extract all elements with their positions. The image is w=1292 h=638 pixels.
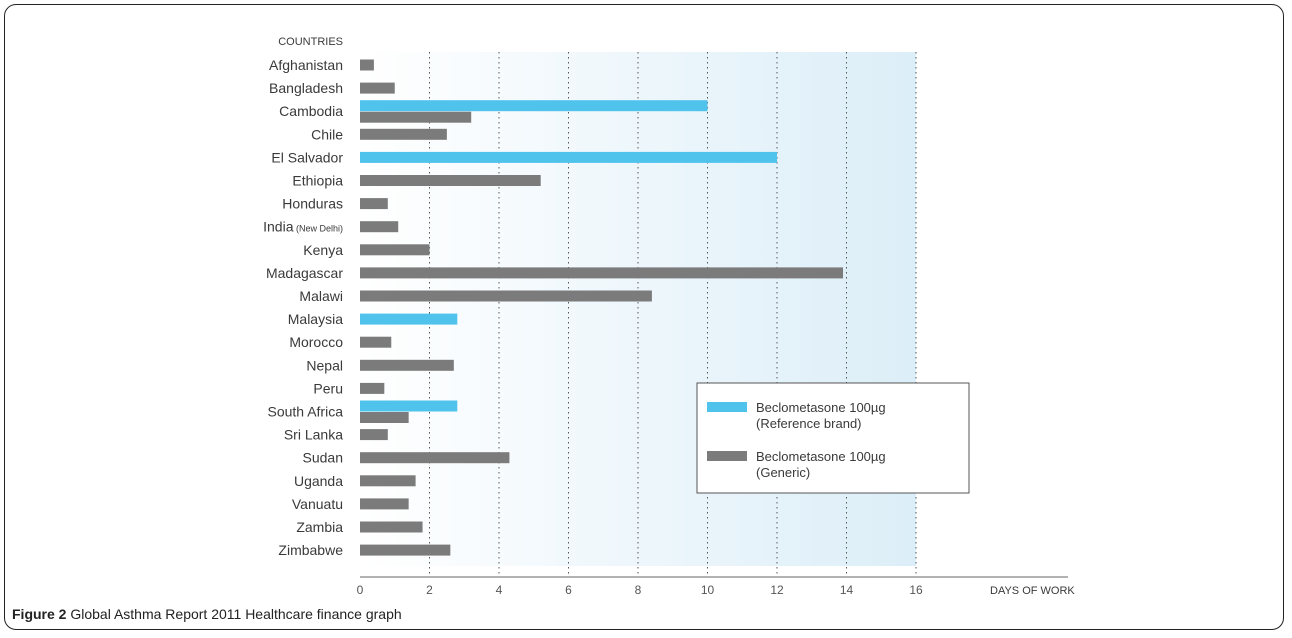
category-name: Cambodia [279,103,343,119]
legend-label-generic-line1: Beclometasone 100µg [756,449,886,464]
category-label: Malaysia [288,311,343,327]
category-name: Sri Lanka [284,427,343,443]
category-name: Honduras [282,196,343,212]
legend-box [696,382,970,494]
bar-generic [360,452,510,464]
x-tick-label: 4 [496,583,503,597]
category-suffix: (New Delhi) [293,224,343,234]
bar-reference-brand [360,151,777,163]
x-tick-label: 10 [701,583,715,597]
category-name: India [263,219,294,235]
category-label: Kenya [303,242,343,258]
x-tick-label: 6 [565,583,572,597]
category-name: Bangladesh [269,80,343,96]
category-name: Madagascar [266,265,343,281]
category-name: Chile [311,126,343,142]
bar-generic [360,521,423,533]
category-name: Peru [313,380,343,396]
category-label: Cambodia [279,103,343,119]
legend-label-generic-line2: (Generic) [756,465,810,480]
category-name: Uganda [294,473,343,489]
legend-label-reference-line1: Beclometasone 100µg [756,400,886,415]
category-label: Madagascar [266,265,343,281]
category-label: Honduras [282,196,343,212]
bar-generic [360,498,409,510]
category-label: Peru [313,380,343,396]
x-tick-label: 8 [635,583,642,597]
x-tick-label: 2 [426,583,433,597]
category-name: Zambia [296,519,343,535]
bar-generic [360,290,652,302]
bar-generic [360,111,472,123]
category-name: Kenya [303,242,343,258]
bar-generic [360,221,399,233]
bar-generic [360,475,416,487]
x-tick-label: 14 [840,583,854,597]
category-label: Zambia [296,519,343,535]
category-name: South Africa [268,404,344,420]
category-label: Afghanistan [269,57,343,73]
category-name: Morocco [289,334,343,350]
category-name: Vanuatu [292,496,343,512]
category-label: Zimbabwe [278,542,343,558]
bar-chart: Afghanistan Bangladesh Cambodia Chile El Sal… [263,36,1075,597]
category-name: Sudan [303,450,343,466]
category-label: Vanuatu [292,496,343,512]
bar-generic [360,267,844,279]
category-label: El Salvador [271,149,343,165]
category-label: India (New Delhi) [263,219,343,235]
figure-frame [4,4,1284,630]
legend-swatch-reference [707,402,747,412]
bar-reference-brand [360,100,708,112]
category-label: Sri Lanka [284,427,343,443]
bar-generic [360,359,454,371]
category-label: Ethiopia [292,173,343,189]
bar-generic [360,382,385,394]
bar-generic [360,544,451,556]
bar-reference-brand [360,400,458,412]
category-label: Morocco [289,334,343,350]
category-name: Nepal [306,357,343,373]
caption-text: Global Asthma Report 2011 Healthcare fin… [66,606,402,622]
category-label: Nepal [306,357,343,373]
category-name: Ethiopia [292,173,343,189]
legend-label-reference-line2: (Reference brand) [756,416,862,431]
category-name: El Salvador [271,149,343,165]
bar-reference-brand [360,313,458,325]
bar-generic [360,198,388,210]
bar-generic [360,429,388,441]
category-name: Afghanistan [269,57,343,73]
category-label: Sudan [303,450,343,466]
figure-caption: Figure 2 Global Asthma Report 2011 Healt… [12,606,402,622]
legend: Beclometasone 100µg (Reference brand) Be… [696,382,970,494]
bar-generic [360,82,395,94]
legend-swatch-generic [707,451,747,461]
category-label: South Africa [268,404,344,420]
caption-label: Figure 2 [12,606,67,622]
category-name: Zimbabwe [278,542,343,558]
bar-generic [360,244,430,256]
bar-generic [360,59,374,71]
x-axis-title: DAYS OF WORK [990,585,1075,597]
category-label: Chile [311,126,343,142]
bar-generic [360,336,392,348]
bar-generic [360,175,541,186]
category-name: Malaysia [288,311,343,327]
category-label: Uganda [294,473,343,489]
bar-generic [360,128,447,140]
x-tick-label: 16 [909,583,923,597]
y-axis-title: COUNTRIES [278,36,343,48]
x-tick-label: 12 [770,583,784,597]
category-name: Malawi [299,288,343,304]
x-tick-label: 0 [357,583,364,597]
category-label: Malawi [299,288,343,304]
bar-generic [360,412,409,423]
category-label: Bangladesh [269,80,343,96]
